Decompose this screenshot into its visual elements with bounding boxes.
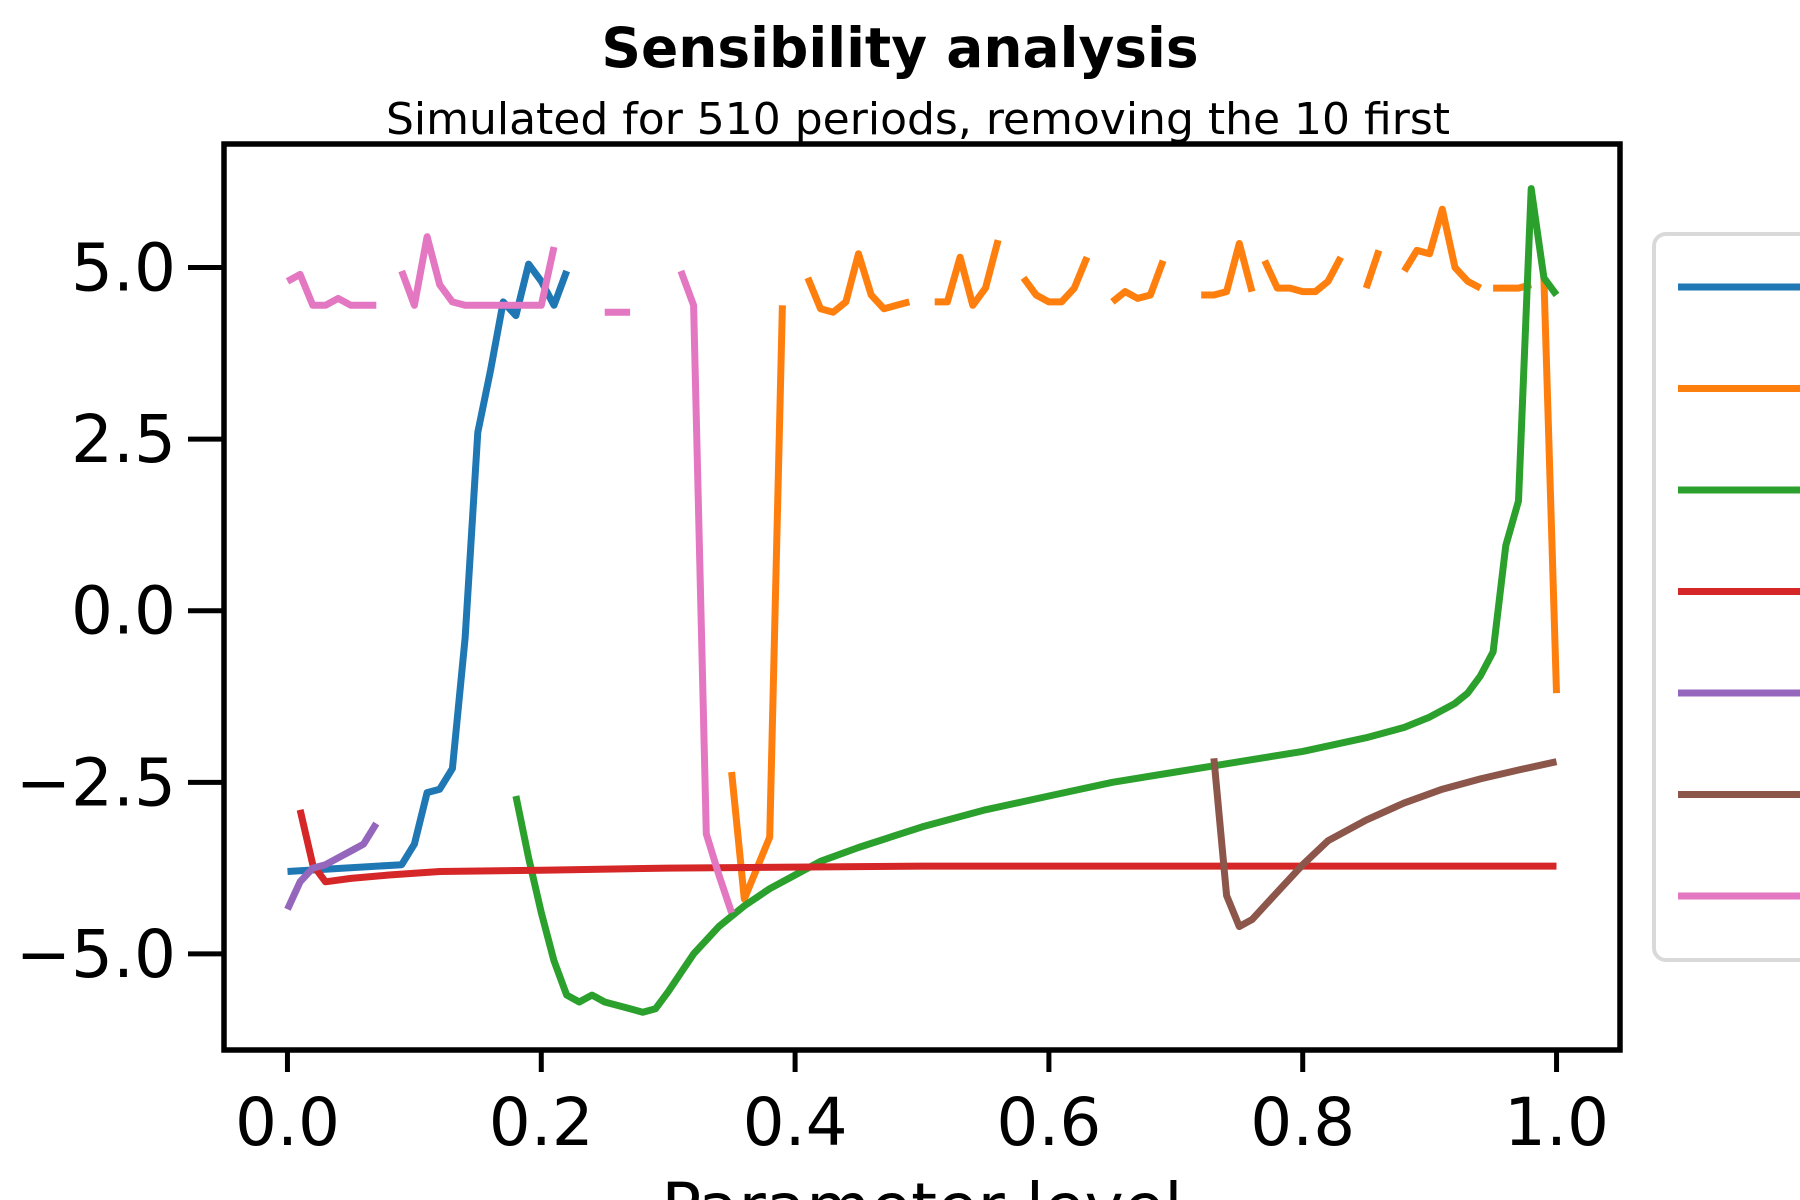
- series-2-segment-5: [1110, 259, 1167, 305]
- legend-box: [1652, 232, 1800, 962]
- x-tick-label: 0.6: [996, 1084, 1101, 1161]
- y-tick-label: −2.5: [16, 744, 176, 821]
- series-7-segment-4: [677, 269, 735, 914]
- y-axis: 5.0 2.5 0.0 −2.5 −5.0: [16, 230, 224, 993]
- series-3-segment-1: [512, 185, 1560, 1016]
- series-2-segment-4: [1020, 255, 1091, 306]
- x-tick-label: 0.2: [489, 1084, 594, 1161]
- y-tick-label: 0.0: [71, 573, 176, 650]
- legend: [1652, 232, 1800, 962]
- series-2-segment-3: [934, 239, 1002, 309]
- x-tick-label: 0.4: [743, 1084, 848, 1161]
- series-7-segment-1: [285, 270, 377, 309]
- series-2-segment-7: [1261, 255, 1344, 296]
- x-axis: 0.0 0.2 0.4 0.6 0.8 1.0: [235, 1050, 1609, 1161]
- series-2-segment-2: [804, 250, 911, 316]
- series-6-segment-1: [1210, 757, 1558, 930]
- chart-title: Sensibility analysis: [601, 16, 1198, 80]
- series-2-segment-8: [1362, 249, 1383, 290]
- series-4-segment-1: [296, 809, 1557, 886]
- x-tick-label: 0.8: [1250, 1084, 1355, 1161]
- x-axis-label: Parameter level: [661, 1169, 1182, 1200]
- series-2-segment-6: [1201, 240, 1256, 299]
- x-tick-label: 1.0: [1504, 1084, 1609, 1161]
- series-2-segment-1: [728, 305, 786, 903]
- y-tick-label: −5.0: [16, 916, 176, 993]
- y-tick-label: 2.5: [71, 401, 176, 478]
- x-tick-label: 0.0: [235, 1084, 340, 1161]
- series-7-segment-2: [398, 233, 558, 309]
- series-1-segment-1: [287, 260, 570, 875]
- series-5-segment-1: [284, 821, 380, 911]
- y-tick-label: 5.0: [71, 230, 176, 307]
- series-2-segment-9: [1401, 205, 1483, 292]
- chart-subtitle: Simulated for 510 periods, removing the …: [386, 94, 1450, 145]
- plot-frame: [221, 141, 1623, 1053]
- series-2-segment-11: [1540, 277, 1560, 694]
- series-layer: [284, 185, 1560, 1016]
